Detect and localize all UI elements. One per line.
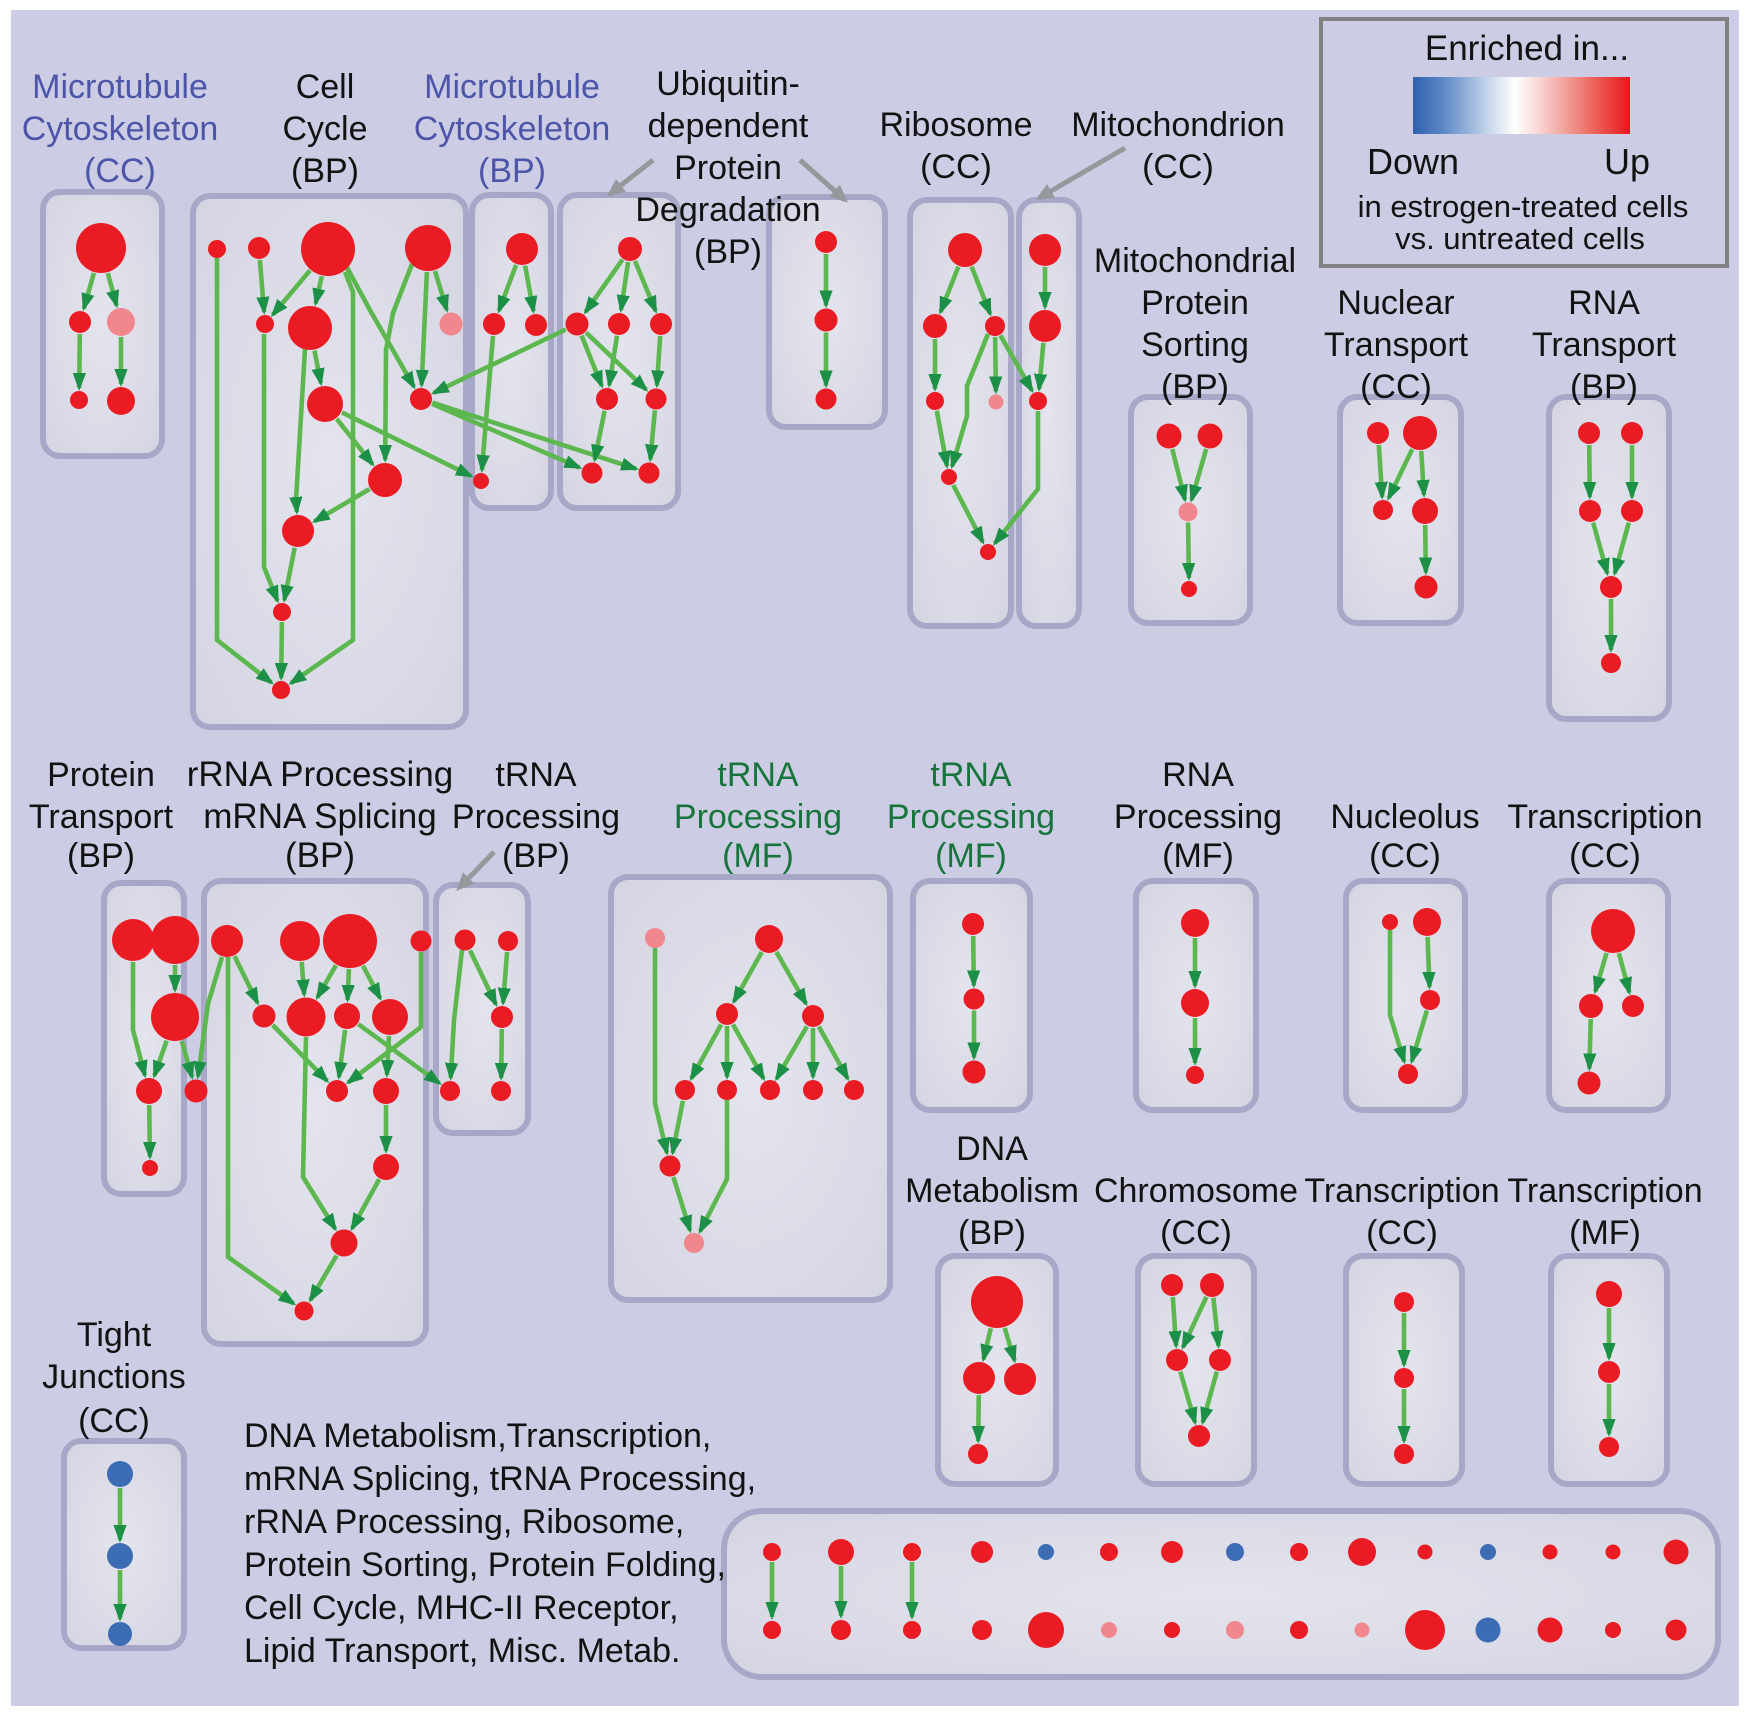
svg-text:Cytoskeleton: Cytoskeleton [22,110,219,148]
svg-text:Degradation: Degradation [635,191,820,229]
svg-text:Mitochondrion: Mitochondrion [1071,106,1285,144]
svg-text:Sorting: Sorting [1141,326,1249,364]
svg-text:vs. untreated cells: vs. untreated cells [1395,221,1645,256]
svg-text:Processing: Processing [887,798,1055,836]
svg-text:Metabolism: Metabolism [905,1172,1079,1210]
svg-text:(CC): (CC) [1160,1214,1232,1252]
svg-text:tRNA: tRNA [930,756,1012,794]
svg-text:Transport: Transport [29,798,174,836]
svg-text:Up: Up [1604,141,1650,182]
svg-text:(BP): (BP) [694,233,762,271]
svg-text:Protein: Protein [1141,284,1249,322]
svg-text:Lipid Transport, Misc. Metab.: Lipid Transport, Misc. Metab. [244,1632,681,1670]
svg-text:tRNA: tRNA [717,756,799,794]
svg-text:Cell: Cell [296,68,355,106]
svg-text:Junctions: Junctions [42,1358,186,1396]
svg-text:Processing: Processing [1114,798,1282,836]
svg-text:rRNA Processing: rRNA Processing [187,755,453,794]
svg-text:(CC): (CC) [1360,368,1432,406]
svg-text:(BP): (BP) [291,152,359,190]
svg-text:mRNA Splicing: mRNA Splicing [203,797,436,836]
svg-text:(BP): (BP) [478,152,546,190]
svg-text:Cycle: Cycle [282,110,367,148]
svg-text:RNA: RNA [1568,284,1640,322]
svg-text:Transcription: Transcription [1507,798,1702,836]
svg-text:Microtubule: Microtubule [32,68,208,106]
svg-text:Ubiquitin-: Ubiquitin- [656,65,800,103]
svg-text:mRNA Splicing, tRNA Processing: mRNA Splicing, tRNA Processing, [244,1460,756,1498]
svg-text:(BP): (BP) [285,836,355,875]
svg-text:Enriched in...: Enriched in... [1425,29,1629,68]
svg-text:(BP): (BP) [1570,368,1638,406]
svg-text:Protein: Protein [674,149,782,187]
svg-text:Ribosome: Ribosome [879,106,1032,144]
svg-text:Transcription: Transcription [1304,1172,1499,1210]
svg-text:Cytoskeleton: Cytoskeleton [414,110,611,148]
svg-text:Protein Sorting, Protein Foldi: Protein Sorting, Protein Folding, [244,1546,726,1584]
svg-text:Cell Cycle, MHC-II Receptor,: Cell Cycle, MHC-II Receptor, [244,1589,679,1627]
svg-text:Processing: Processing [674,798,842,836]
svg-text:Microtubule: Microtubule [424,68,600,106]
svg-text:DNA: DNA [956,1130,1028,1168]
svg-text:(CC): (CC) [1142,148,1214,186]
svg-text:Down: Down [1367,141,1459,182]
svg-text:Chromosome: Chromosome [1094,1172,1298,1210]
svg-text:(CC): (CC) [1369,837,1441,875]
svg-text:Nucleolus: Nucleolus [1330,798,1479,836]
svg-text:Mitochondrial: Mitochondrial [1094,242,1296,280]
svg-text:(MF): (MF) [722,837,794,875]
svg-text:Protein: Protein [47,756,155,794]
svg-text:rRNA Processing, Ribosome,: rRNA Processing, Ribosome, [244,1503,684,1541]
svg-text:(BP): (BP) [67,837,135,875]
svg-text:(MF): (MF) [1162,837,1234,875]
svg-text:Nuclear: Nuclear [1337,284,1454,322]
svg-text:Processing: Processing [452,798,620,836]
svg-text:tRNA: tRNA [495,756,577,794]
svg-text:(CC): (CC) [920,148,992,186]
svg-text:in estrogen-treated cells: in estrogen-treated cells [1358,189,1689,224]
svg-text:RNA: RNA [1162,756,1234,794]
svg-text:(BP): (BP) [958,1214,1026,1252]
svg-text:(CC): (CC) [1366,1214,1438,1252]
svg-text:(CC): (CC) [84,152,156,190]
svg-text:(BP): (BP) [502,837,570,875]
svg-text:Tight: Tight [77,1316,152,1354]
svg-text:Transcription: Transcription [1507,1172,1702,1210]
svg-text:(CC): (CC) [78,1402,150,1440]
svg-text:(MF): (MF) [1569,1214,1641,1252]
svg-text:(CC): (CC) [1569,837,1641,875]
svg-text:(MF): (MF) [935,837,1007,875]
svg-text:(BP): (BP) [1161,368,1229,406]
svg-text:DNA Metabolism,Transcription,: DNA Metabolism,Transcription, [244,1417,711,1455]
svg-text:dependent: dependent [648,107,809,145]
svg-text:Transport: Transport [1324,326,1469,364]
svg-text:Transport: Transport [1532,326,1677,364]
